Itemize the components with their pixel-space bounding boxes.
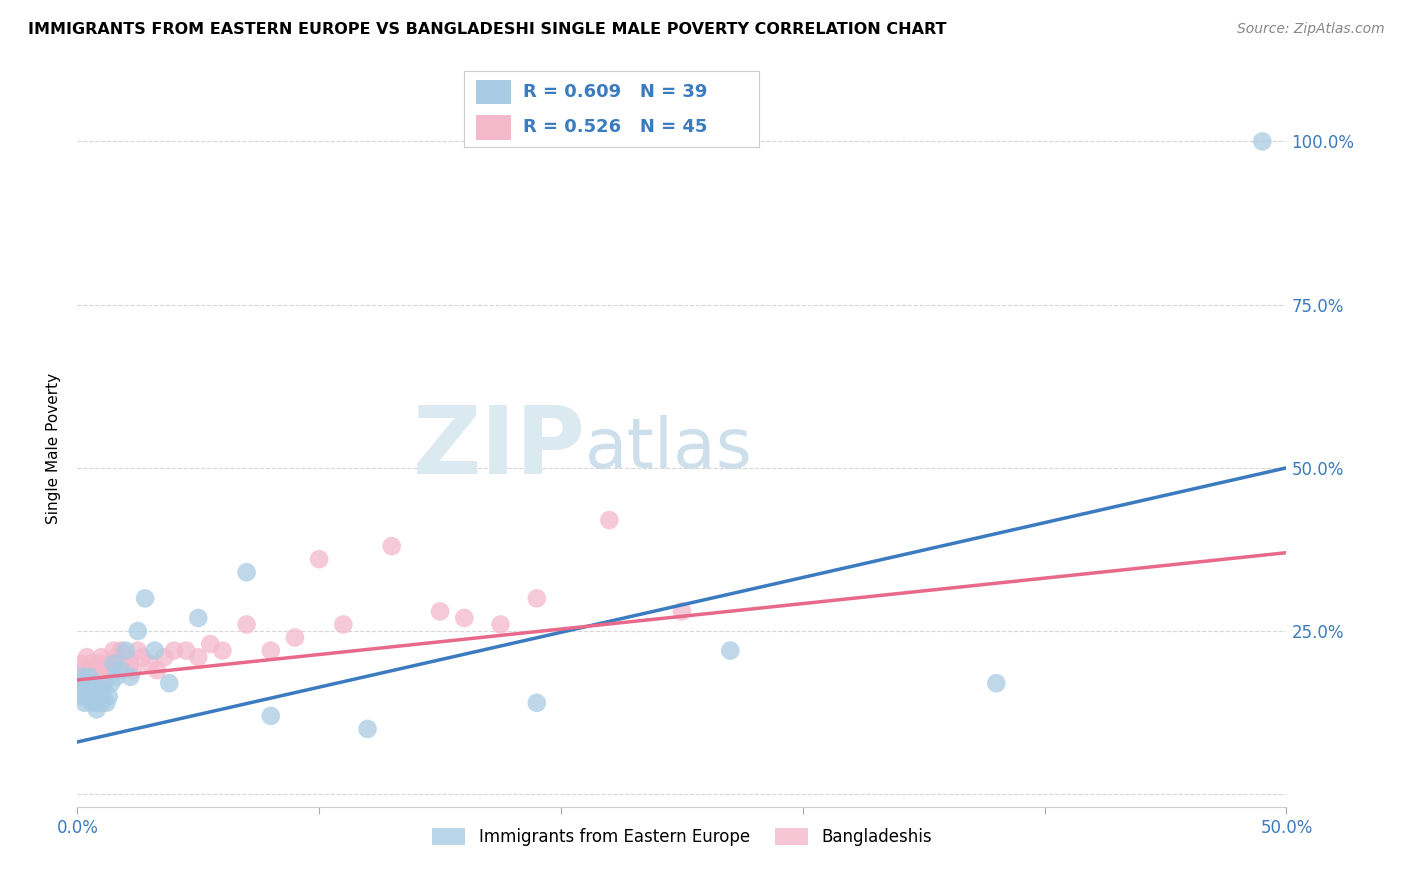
Point [153,650,176,665]
Point [356,722,378,736]
Point [284,631,307,645]
Point [143,643,166,657]
Point [80,657,103,671]
Point [332,617,354,632]
Point [718,643,741,657]
Point [114,643,136,657]
Text: R = 0.526   N = 45: R = 0.526 N = 45 [523,119,707,136]
Point [103,643,125,657]
Point [70,670,93,684]
Point [131,650,153,665]
Point [90,663,112,677]
Point [187,611,209,625]
Text: ZIP: ZIP [412,402,585,494]
Point [73,696,96,710]
Text: R = 0.609   N = 39: R = 0.609 N = 39 [523,83,707,101]
Point [93,682,115,697]
Point [107,657,129,671]
Point [526,696,548,710]
Y-axis label: Single Male Poverty: Single Male Poverty [46,373,62,524]
Point [79,682,101,697]
Point [429,604,451,618]
Point [105,650,128,665]
Point [174,643,197,657]
Point [90,650,112,665]
Point [80,682,103,697]
Point [381,539,404,553]
Point [187,650,209,665]
Point [986,676,1008,690]
Point [97,690,120,704]
Point [260,709,283,723]
Point [163,643,186,657]
Point [83,690,105,704]
Point [120,657,142,671]
Point [70,690,93,704]
Point [598,513,620,527]
Point [127,643,149,657]
Point [1251,135,1274,149]
Point [122,663,145,677]
Point [70,657,93,671]
Point [90,682,112,697]
Point [86,702,108,716]
Point [80,696,103,710]
Text: Source: ZipAtlas.com: Source: ZipAtlas.com [1237,22,1385,37]
Point [87,690,110,704]
Point [76,676,98,690]
Point [97,663,120,677]
Point [105,670,128,684]
Point [96,696,118,710]
Point [260,643,283,657]
Legend: Immigrants from Eastern Europe, Bangladeshis: Immigrants from Eastern Europe, Banglade… [425,822,939,853]
Point [79,663,101,677]
Point [83,663,105,677]
Point [90,696,112,710]
Point [110,643,132,657]
Bar [475,115,512,140]
Point [489,617,512,632]
Point [120,670,142,684]
Point [76,650,98,665]
Point [76,690,98,704]
Point [103,657,125,671]
Point [69,676,91,690]
Point [127,624,149,638]
Point [83,676,105,690]
Point [235,566,257,580]
Point [96,657,118,671]
Point [526,591,548,606]
Point [200,637,222,651]
Point [139,657,162,671]
Point [134,591,156,606]
Point [110,663,132,677]
Point [87,657,110,671]
Point [70,663,93,677]
Point [79,670,101,684]
Text: IMMIGRANTS FROM EASTERN EUROPE VS BANGLADESHI SINGLE MALE POVERTY CORRELATION CH: IMMIGRANTS FROM EASTERN EUROPE VS BANGLA… [28,22,946,37]
Point [93,676,115,690]
Point [86,696,108,710]
Point [114,650,136,665]
Point [453,611,475,625]
Point [671,604,693,618]
Point [146,663,169,677]
Point [86,670,108,684]
Point [73,682,96,697]
Point [69,676,91,690]
Point [211,643,233,657]
Bar [475,79,512,104]
Point [308,552,330,566]
Text: atlas: atlas [585,415,754,482]
Point [73,670,96,684]
Point [100,676,122,690]
Point [79,670,101,684]
Point [235,617,257,632]
Point [157,676,180,690]
